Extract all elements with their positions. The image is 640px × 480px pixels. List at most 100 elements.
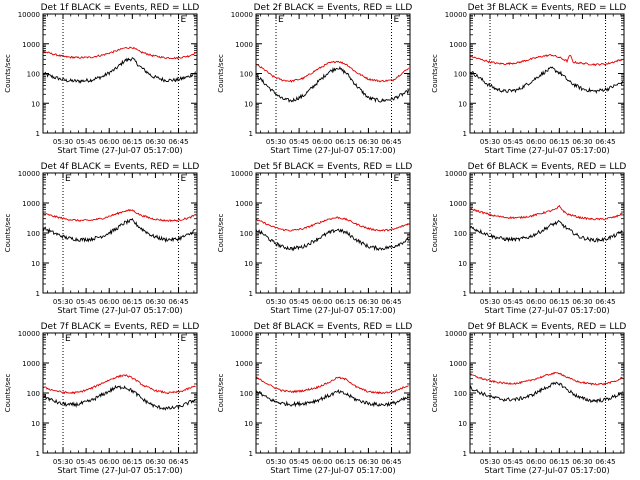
y-tick-label: 10 <box>244 260 253 268</box>
y-tick-label: 1 <box>36 130 40 138</box>
time-marker-label: E <box>181 15 187 25</box>
x-tick-label: 06:15 <box>122 138 142 146</box>
series-line-events <box>42 57 196 84</box>
panel-title: Det 9f BLACK = Events, RED = LLD <box>468 322 627 332</box>
panel-title: Det 4f BLACK = Events, RED = LLD <box>41 162 200 172</box>
time-marker-label: E <box>278 15 284 25</box>
time-marker-label: E <box>65 174 71 184</box>
x-tick-label: 05:30 <box>480 458 500 466</box>
y-tick-label: 10000 <box>18 11 40 19</box>
series-line-events <box>255 389 409 408</box>
y-tick-label: 1000 <box>22 360 40 368</box>
plot-frame <box>255 332 411 454</box>
panel-4: Det 4f BLACK = Events, RED = LLD Counts/s… <box>4 162 199 315</box>
x-axis-label: Start Time (27-Jul-07 05:17:00) <box>57 466 182 475</box>
x-axis-label: Start Time (27-Jul-07 05:17:00) <box>484 146 609 155</box>
x-tick-label: 06:15 <box>549 458 569 466</box>
y-tick-label: 100 <box>240 390 253 398</box>
y-tick-label: 10 <box>244 100 253 108</box>
x-tick-label: 06:00 <box>99 138 119 146</box>
x-tick-label: 06:00 <box>526 298 546 306</box>
x-tick-label: 05:45 <box>503 138 523 146</box>
series-line-lld <box>255 216 409 232</box>
y-axis-label: Counts/sec <box>217 54 225 93</box>
y-tick-label: 1000 <box>22 41 40 49</box>
y-axis-label: Counts/sec <box>217 374 225 413</box>
series-line-lld <box>469 54 623 67</box>
y-tick-label: 1000 <box>449 360 467 368</box>
y-tick-label: 1 <box>463 450 467 458</box>
x-axis-label: Start Time (27-Jul-07 05:17:00) <box>270 306 395 315</box>
panel-title: Det 1f BLACK = Events, RED = LLD <box>41 3 200 13</box>
plot-frame <box>255 13 411 134</box>
y-tick-label: 100 <box>454 390 467 398</box>
time-marker-label: E <box>181 174 187 184</box>
x-tick-label: 06:30 <box>145 298 165 306</box>
y-axis-label: Counts/sec <box>4 54 12 93</box>
plot-frame <box>42 13 198 134</box>
x-tick-label: 06:00 <box>99 298 119 306</box>
y-tick-label: 100 <box>27 390 40 398</box>
series-line-lld <box>469 371 623 386</box>
y-tick-label: 1 <box>249 130 253 138</box>
x-tick-label: 05:45 <box>76 458 96 466</box>
x-tick-label: 06:15 <box>122 298 142 306</box>
series-line-lld <box>42 46 196 60</box>
plot-frame <box>469 172 625 294</box>
x-tick-label: 05:45 <box>76 138 96 146</box>
x-tick-label: 06:45 <box>168 138 188 146</box>
y-tick-label: 100 <box>454 230 467 238</box>
x-tick-label: 06:15 <box>335 138 355 146</box>
y-tick-label: 100 <box>27 71 40 79</box>
x-tick-label: 05:45 <box>503 458 523 466</box>
y-tick-label: 10000 <box>445 170 467 178</box>
x-tick-label: 06:45 <box>595 138 615 146</box>
time-marker-label: E <box>394 174 400 184</box>
y-tick-label: 10000 <box>231 330 253 338</box>
x-axis-label: Start Time (27-Jul-07 05:17:00) <box>484 306 609 315</box>
y-tick-label: 10 <box>31 100 40 108</box>
x-tick-label: 05:45 <box>76 298 96 306</box>
y-tick-label: 10 <box>31 420 40 428</box>
x-tick-label: 06:15 <box>335 458 355 466</box>
y-axis-label: Counts/sec <box>4 374 12 413</box>
plot-frame <box>42 332 198 454</box>
x-tick-label: 06:30 <box>358 138 378 146</box>
series-line-events <box>255 228 409 252</box>
y-tick-label: 1 <box>249 450 253 458</box>
x-tick-label: 06:00 <box>312 138 332 146</box>
panel-9: Det 9f BLACK = Events, RED = LLD Counts/s… <box>431 322 626 475</box>
x-tick-label: 06:45 <box>595 298 615 306</box>
x-tick-label: 05:30 <box>53 298 73 306</box>
x-axis-label: Start Time (27-Jul-07 05:17:00) <box>57 146 182 155</box>
y-tick-label: 1000 <box>22 200 40 208</box>
x-tick-label: 06:00 <box>312 458 332 466</box>
x-tick-label: 06:45 <box>168 298 188 306</box>
panel-6: Det 6f BLACK = Events, RED = LLD Counts/s… <box>431 162 626 315</box>
x-tick-label: 05:45 <box>289 458 309 466</box>
y-tick-label: 10 <box>458 260 467 268</box>
y-tick-label: 10 <box>458 100 467 108</box>
x-axis-label: Start Time (27-Jul-07 05:17:00) <box>484 466 609 475</box>
panel-5: Det 5f BLACK = Events, RED = LLD Counts/s… <box>217 162 412 315</box>
x-tick-label: 05:30 <box>480 298 500 306</box>
x-tick-label: 06:15 <box>122 458 142 466</box>
time-marker-label: E <box>181 334 187 344</box>
x-tick-label: 06:15 <box>549 298 569 306</box>
x-tick-label: 05:45 <box>289 298 309 306</box>
x-tick-label: 06:00 <box>526 138 546 146</box>
x-tick-label: 06:45 <box>381 458 401 466</box>
series-line-lld <box>255 60 409 83</box>
x-tick-label: 05:30 <box>480 138 500 146</box>
y-axis-label: Counts/sec <box>431 54 439 93</box>
y-tick-label: 1000 <box>235 200 253 208</box>
series-line-events <box>469 66 623 95</box>
x-tick-label: 06:30 <box>358 298 378 306</box>
y-tick-label: 100 <box>27 230 40 238</box>
panel-1: Det 1f BLACK = Events, RED = LLD Counts/s… <box>4 3 199 155</box>
panel-7: Det 7f BLACK = Events, RED = LLD Counts/s… <box>4 322 199 475</box>
y-tick-label: 100 <box>240 71 253 79</box>
time-marker-label: E <box>65 334 71 344</box>
series-line-events <box>469 219 623 243</box>
